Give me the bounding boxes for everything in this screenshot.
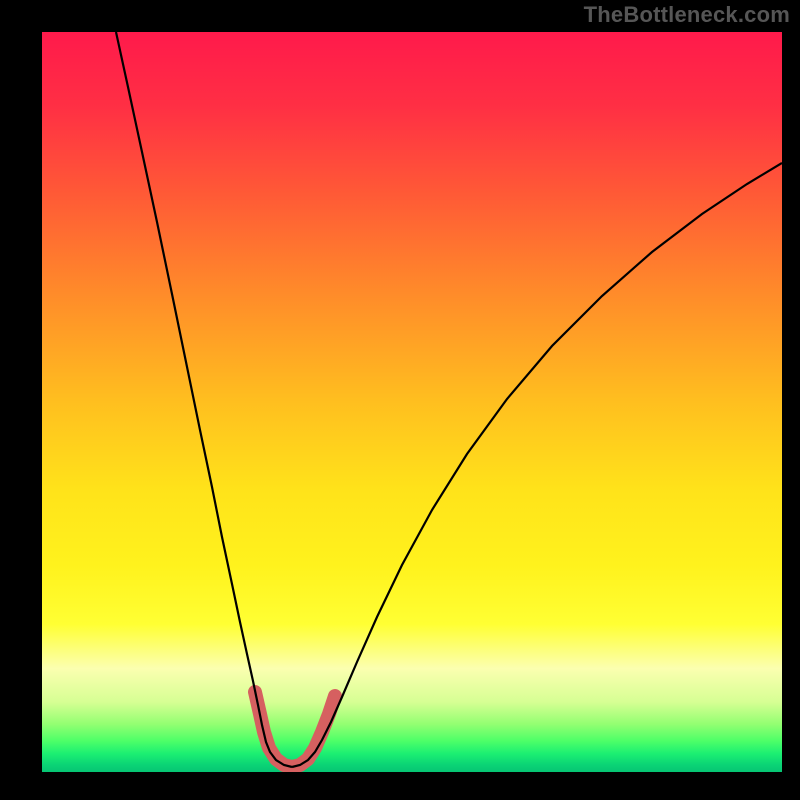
watermark-text: TheBottleneck.com bbox=[584, 2, 790, 28]
chart-canvas: TheBottleneck.com bbox=[0, 0, 800, 800]
curve-left-branch bbox=[116, 32, 292, 767]
plot-area bbox=[42, 32, 782, 772]
curve-right-branch bbox=[292, 163, 782, 767]
curve-dip-highlight bbox=[255, 692, 335, 767]
bottleneck-curve bbox=[42, 32, 782, 772]
